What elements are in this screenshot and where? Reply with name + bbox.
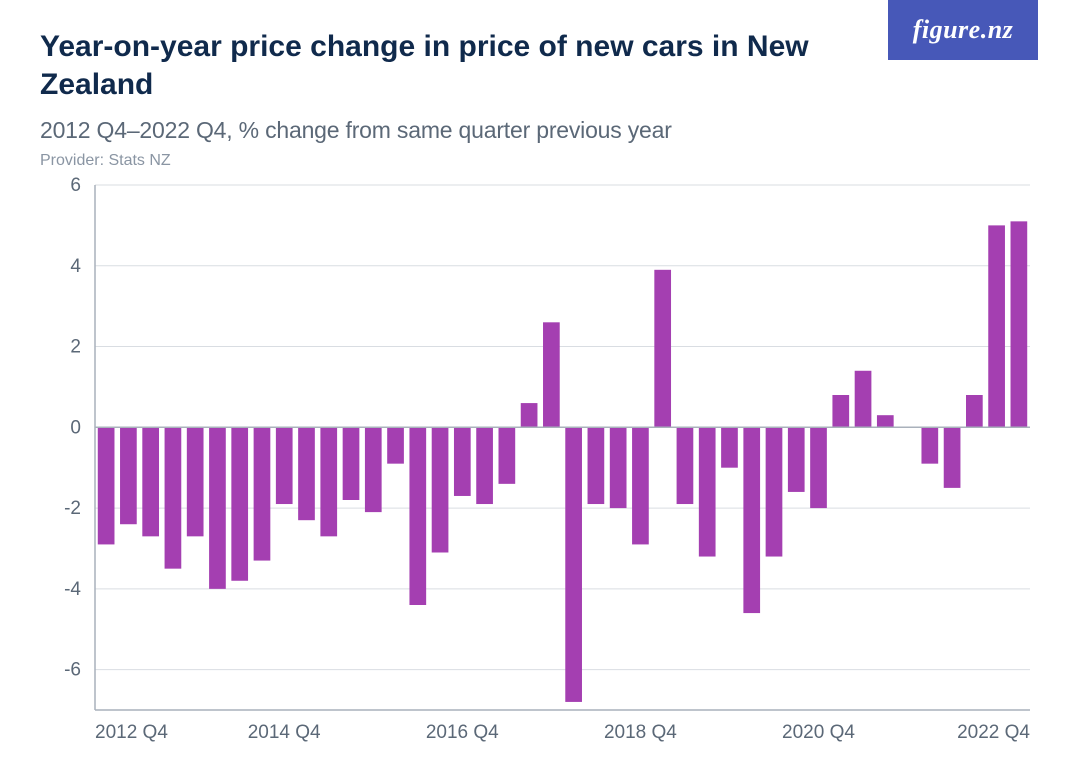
bar [855, 371, 872, 428]
bar [209, 427, 226, 589]
bar [231, 427, 248, 580]
bar [721, 427, 738, 467]
x-tick-label: 2020 Q4 [782, 722, 855, 743]
bar [409, 427, 426, 605]
bar [254, 427, 271, 560]
bar [298, 427, 315, 520]
bar [343, 427, 360, 500]
y-tick-label: 2 [70, 337, 81, 358]
bar [588, 427, 605, 504]
y-tick-label: -2 [64, 498, 81, 519]
bar [365, 427, 382, 512]
bar [766, 427, 783, 556]
bar [98, 427, 115, 544]
bar [610, 427, 627, 508]
x-tick-label: 2018 Q4 [604, 722, 677, 743]
bar [966, 395, 983, 427]
x-tick-label: 2016 Q4 [426, 722, 499, 743]
bar [276, 427, 293, 504]
bar [521, 403, 538, 427]
bar [921, 427, 938, 463]
bar [120, 427, 137, 524]
bar [944, 427, 961, 488]
bar [454, 427, 471, 496]
bar [832, 395, 849, 427]
x-tick-label: 2014 Q4 [248, 722, 321, 743]
chart-provider: Provider: Stats NZ [40, 152, 1040, 170]
y-tick-label: 6 [70, 175, 81, 196]
y-tick-label: 4 [70, 256, 81, 277]
bar [810, 427, 827, 508]
y-tick-label: -4 [64, 579, 81, 600]
bar [788, 427, 805, 492]
bar [165, 427, 182, 568]
bar [387, 427, 404, 463]
bar [699, 427, 716, 556]
bar [565, 427, 582, 702]
brand-tab: figure.nz [888, 0, 1038, 60]
bar [988, 225, 1005, 427]
bar [499, 427, 516, 484]
bar [432, 427, 449, 552]
x-tick-label: 2012 Q4 [95, 722, 168, 743]
bar [1011, 221, 1028, 427]
bar [142, 427, 159, 536]
bar [320, 427, 337, 536]
bar [543, 322, 560, 427]
x-tick-label: 2022 Q4 [957, 722, 1030, 743]
bar [677, 427, 694, 504]
bar [476, 427, 493, 504]
bar [632, 427, 649, 544]
y-tick-label: 0 [70, 417, 81, 438]
chart-subtitle: 2012 Q4–2022 Q4, % change from same quar… [40, 117, 1040, 144]
y-tick-label: -6 [64, 660, 81, 681]
bar [877, 415, 894, 427]
brand-label: figure.nz [913, 15, 1014, 45]
bar [187, 427, 204, 536]
chart-title: Year-on-year price change in price of ne… [40, 28, 860, 103]
bar-chart: -6 -4 -2 0 2 4 6 2012 Q4 2014 Q4 2016 Q4 2018 Q4 20… [40, 175, 1060, 750]
bar [654, 270, 671, 428]
bar [743, 427, 760, 613]
